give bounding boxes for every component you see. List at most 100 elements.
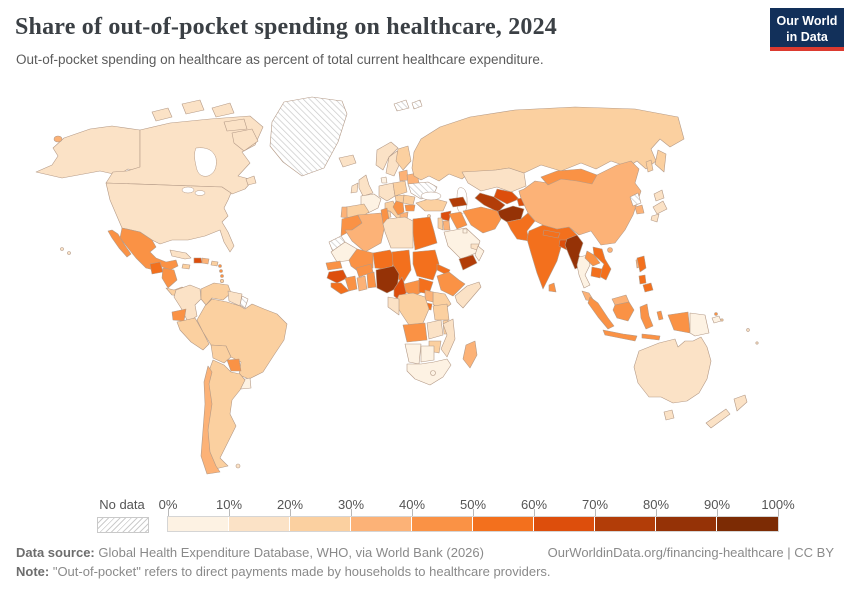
legend-cell[interactable]	[412, 517, 473, 531]
region-senegal[interactable]	[325, 260, 343, 271]
region-caucasus[interactable]	[448, 196, 468, 208]
region-poland[interactable]	[392, 180, 408, 197]
region-madagascar[interactable]	[462, 340, 478, 369]
region-falkland[interactable]	[235, 463, 241, 469]
region-cote-divoire[interactable]	[344, 275, 358, 292]
region-arctic-island[interactable]	[151, 107, 173, 122]
region-russia[interactable]	[411, 106, 685, 182]
region-nepal[interactable]	[542, 229, 561, 239]
region-mexico[interactable]	[119, 227, 179, 271]
region-botswana[interactable]	[420, 345, 435, 363]
region-north-korea[interactable]	[629, 192, 642, 207]
region-new-zealand[interactable]	[705, 408, 731, 429]
legend-cell[interactable]	[717, 517, 778, 531]
legend-cell[interactable]	[595, 517, 656, 531]
region-angola[interactable]	[402, 322, 428, 343]
legend-cell[interactable]	[534, 517, 595, 531]
region-puerto-rico[interactable]	[210, 260, 219, 267]
region-venezuela[interactable]	[200, 282, 232, 306]
region-arctic-island[interactable]	[181, 99, 205, 115]
region-australia[interactable]	[633, 336, 712, 404]
region-oman[interactable]	[474, 245, 485, 262]
region-indonesia-papua[interactable]	[667, 311, 691, 334]
region-hawaii[interactable]	[67, 251, 71, 255]
region-jordan[interactable]	[442, 220, 451, 231]
region-svalbard[interactable]	[411, 99, 423, 110]
region-japan[interactable]	[652, 200, 668, 215]
legend-cell[interactable]	[168, 517, 229, 531]
region-uk[interactable]	[358, 174, 374, 197]
region-uzbekistan[interactable]	[493, 188, 520, 205]
region-indonesia[interactable]	[612, 301, 635, 322]
region-denmark[interactable]	[380, 176, 388, 184]
region-antilles[interactable]	[219, 269, 223, 273]
region-cuba[interactable]	[169, 249, 192, 260]
region-mozambique[interactable]	[440, 318, 456, 358]
region-libya[interactable]	[382, 216, 414, 249]
region-baltics[interactable]	[398, 169, 409, 182]
region-south-korea[interactable]	[634, 204, 645, 215]
region-peru[interactable]	[176, 317, 210, 351]
region-new-britain[interactable]	[711, 315, 722, 324]
region-fiji[interactable]	[755, 341, 759, 345]
region-alaska[interactable]	[35, 125, 141, 179]
region-togo-benin[interactable]	[366, 271, 377, 289]
region-solomon[interactable]	[720, 318, 724, 322]
region-sakhalin[interactable]	[645, 159, 654, 173]
region-french-guiana[interactable]	[239, 295, 249, 309]
region-new-zealand[interactable]	[733, 394, 748, 412]
region-pakistan[interactable]	[506, 212, 536, 242]
region-sri-lanka[interactable]	[548, 282, 557, 293]
world-choropleth-map[interactable]	[0, 90, 850, 490]
region-kazakhstan[interactable]	[461, 167, 527, 193]
region-svalbard[interactable]	[393, 99, 410, 112]
region-hainan[interactable]	[607, 247, 613, 253]
region-arctic-island[interactable]	[223, 118, 248, 132]
region-ecuador[interactable]	[171, 308, 187, 322]
legend-cell[interactable]	[290, 517, 351, 531]
legend-no-data-swatch[interactable]	[97, 517, 149, 533]
region-somalia[interactable]	[454, 281, 482, 309]
region-ghana[interactable]	[356, 275, 368, 292]
region-philippines[interactable]	[636, 255, 647, 273]
region-solomon[interactable]	[714, 312, 718, 316]
region-iran[interactable]	[462, 206, 502, 234]
region-indonesia[interactable]	[656, 310, 664, 321]
legend-color-scale[interactable]	[167, 516, 779, 532]
region-kamchatka[interactable]	[654, 149, 667, 173]
region-philippines[interactable]	[642, 282, 654, 293]
region-antilles[interactable]	[218, 264, 222, 268]
legend-cell[interactable]	[351, 517, 412, 531]
region-indonesia[interactable]	[639, 303, 654, 330]
region-namibia[interactable]	[404, 343, 422, 365]
region-syria[interactable]	[440, 210, 452, 222]
region-laos[interactable]	[584, 250, 601, 267]
region-mongolia[interactable]	[540, 168, 598, 186]
region-newfoundland[interactable]	[245, 175, 257, 186]
legend-cell[interactable]	[229, 517, 290, 531]
region-japan[interactable]	[650, 213, 660, 223]
region-lebanon-israel[interactable]	[437, 217, 444, 231]
region-egypt[interactable]	[412, 216, 438, 251]
region-guinea[interactable]	[326, 269, 348, 284]
region-fiji[interactable]	[746, 328, 750, 332]
region-central-europe[interactable]	[378, 182, 396, 202]
region-hawaii[interactable]	[60, 247, 64, 251]
region-burkina-faso[interactable]	[355, 263, 374, 278]
region-philippines[interactable]	[638, 274, 647, 285]
region-mexico-baja[interactable]	[107, 229, 132, 258]
legend-cell[interactable]	[473, 517, 534, 531]
region-romania[interactable]	[402, 194, 416, 206]
region-papua-new-guinea[interactable]	[689, 312, 710, 337]
region-vietnam[interactable]	[592, 246, 612, 281]
region-arctic-island[interactable]	[211, 102, 235, 118]
region-chile[interactable]	[200, 365, 221, 475]
owid-logo[interactable]: Our World in Data	[770, 8, 844, 51]
region-tanzania[interactable]	[432, 303, 450, 321]
region-honduras-nicaragua[interactable]	[161, 267, 178, 289]
region-small-island[interactable]	[53, 135, 63, 143]
region-portugal[interactable]	[340, 206, 348, 219]
region-japan[interactable]	[653, 189, 665, 202]
region-finland[interactable]	[395, 145, 412, 171]
region-drc[interactable]	[394, 292, 430, 326]
